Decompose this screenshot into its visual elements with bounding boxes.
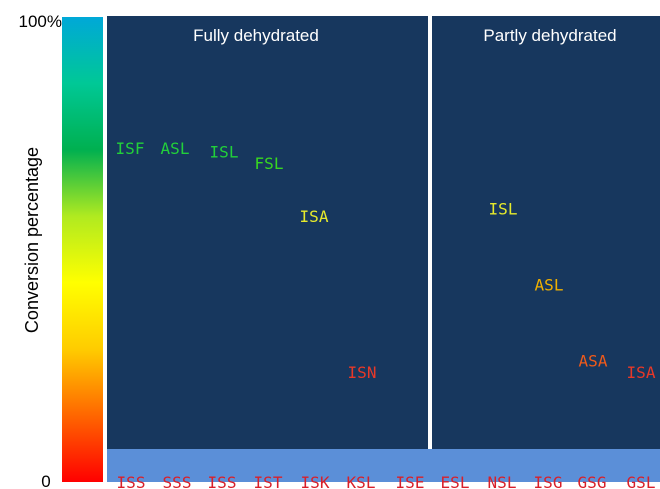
zero-point-label: ISE <box>396 473 425 489</box>
zero-point-label: SSS <box>163 473 192 489</box>
colorbar-gradient <box>62 17 103 482</box>
data-point-label: ISA <box>627 363 656 382</box>
data-point-label: ASL <box>535 276 564 295</box>
data-point-label: ISL <box>210 143 239 162</box>
colorbar <box>62 17 103 482</box>
panel-title: Partly dehydrated <box>483 26 616 45</box>
data-point-label: FSL <box>255 154 284 173</box>
zero-point-label: KSL <box>347 473 376 489</box>
data-point-label: ASL <box>161 139 190 158</box>
data-point-label: ISL <box>489 200 518 219</box>
plot-area: Fully dehydrated ISF ASL ISL FSL ISA ISN ISS SSS… <box>107 16 660 489</box>
zero-point-label: NSL <box>488 473 517 489</box>
zero-point-label: GSG <box>578 473 607 489</box>
zero-point-label: ISS <box>117 473 146 489</box>
data-point-label: ISN <box>348 363 377 382</box>
zero-point-label: GSL <box>627 473 656 489</box>
zero-point-label: ISS <box>208 473 237 489</box>
zero-point-label: ESL <box>441 473 470 489</box>
panel-1: Fully dehydrated ISF ASL ISL FSL ISA ISN ISS SSS… <box>116 26 425 489</box>
panel-divider <box>428 16 432 449</box>
zero-band <box>107 449 660 482</box>
y-tick-bottom: 0 <box>41 472 50 489</box>
data-point-label: ISF <box>116 139 145 158</box>
y-tick-top: 100% <box>19 12 62 31</box>
panel-background <box>107 16 660 449</box>
zero-point-label: IST <box>254 473 283 489</box>
zero-point-label: ISG <box>534 473 563 489</box>
data-point-label: ASA <box>579 352 608 371</box>
y-axis-label: Conversion percentage <box>22 147 42 333</box>
data-point-label: ISA <box>300 207 329 226</box>
zero-point-label: ISK <box>301 473 330 489</box>
panel-2: Partly dehydrated ISL ASL ASA ISA ESL NSL ISG GS… <box>441 26 656 489</box>
y-axis: 100% 0 Conversion percentage <box>19 12 62 489</box>
panel-title: Fully dehydrated <box>193 26 319 45</box>
